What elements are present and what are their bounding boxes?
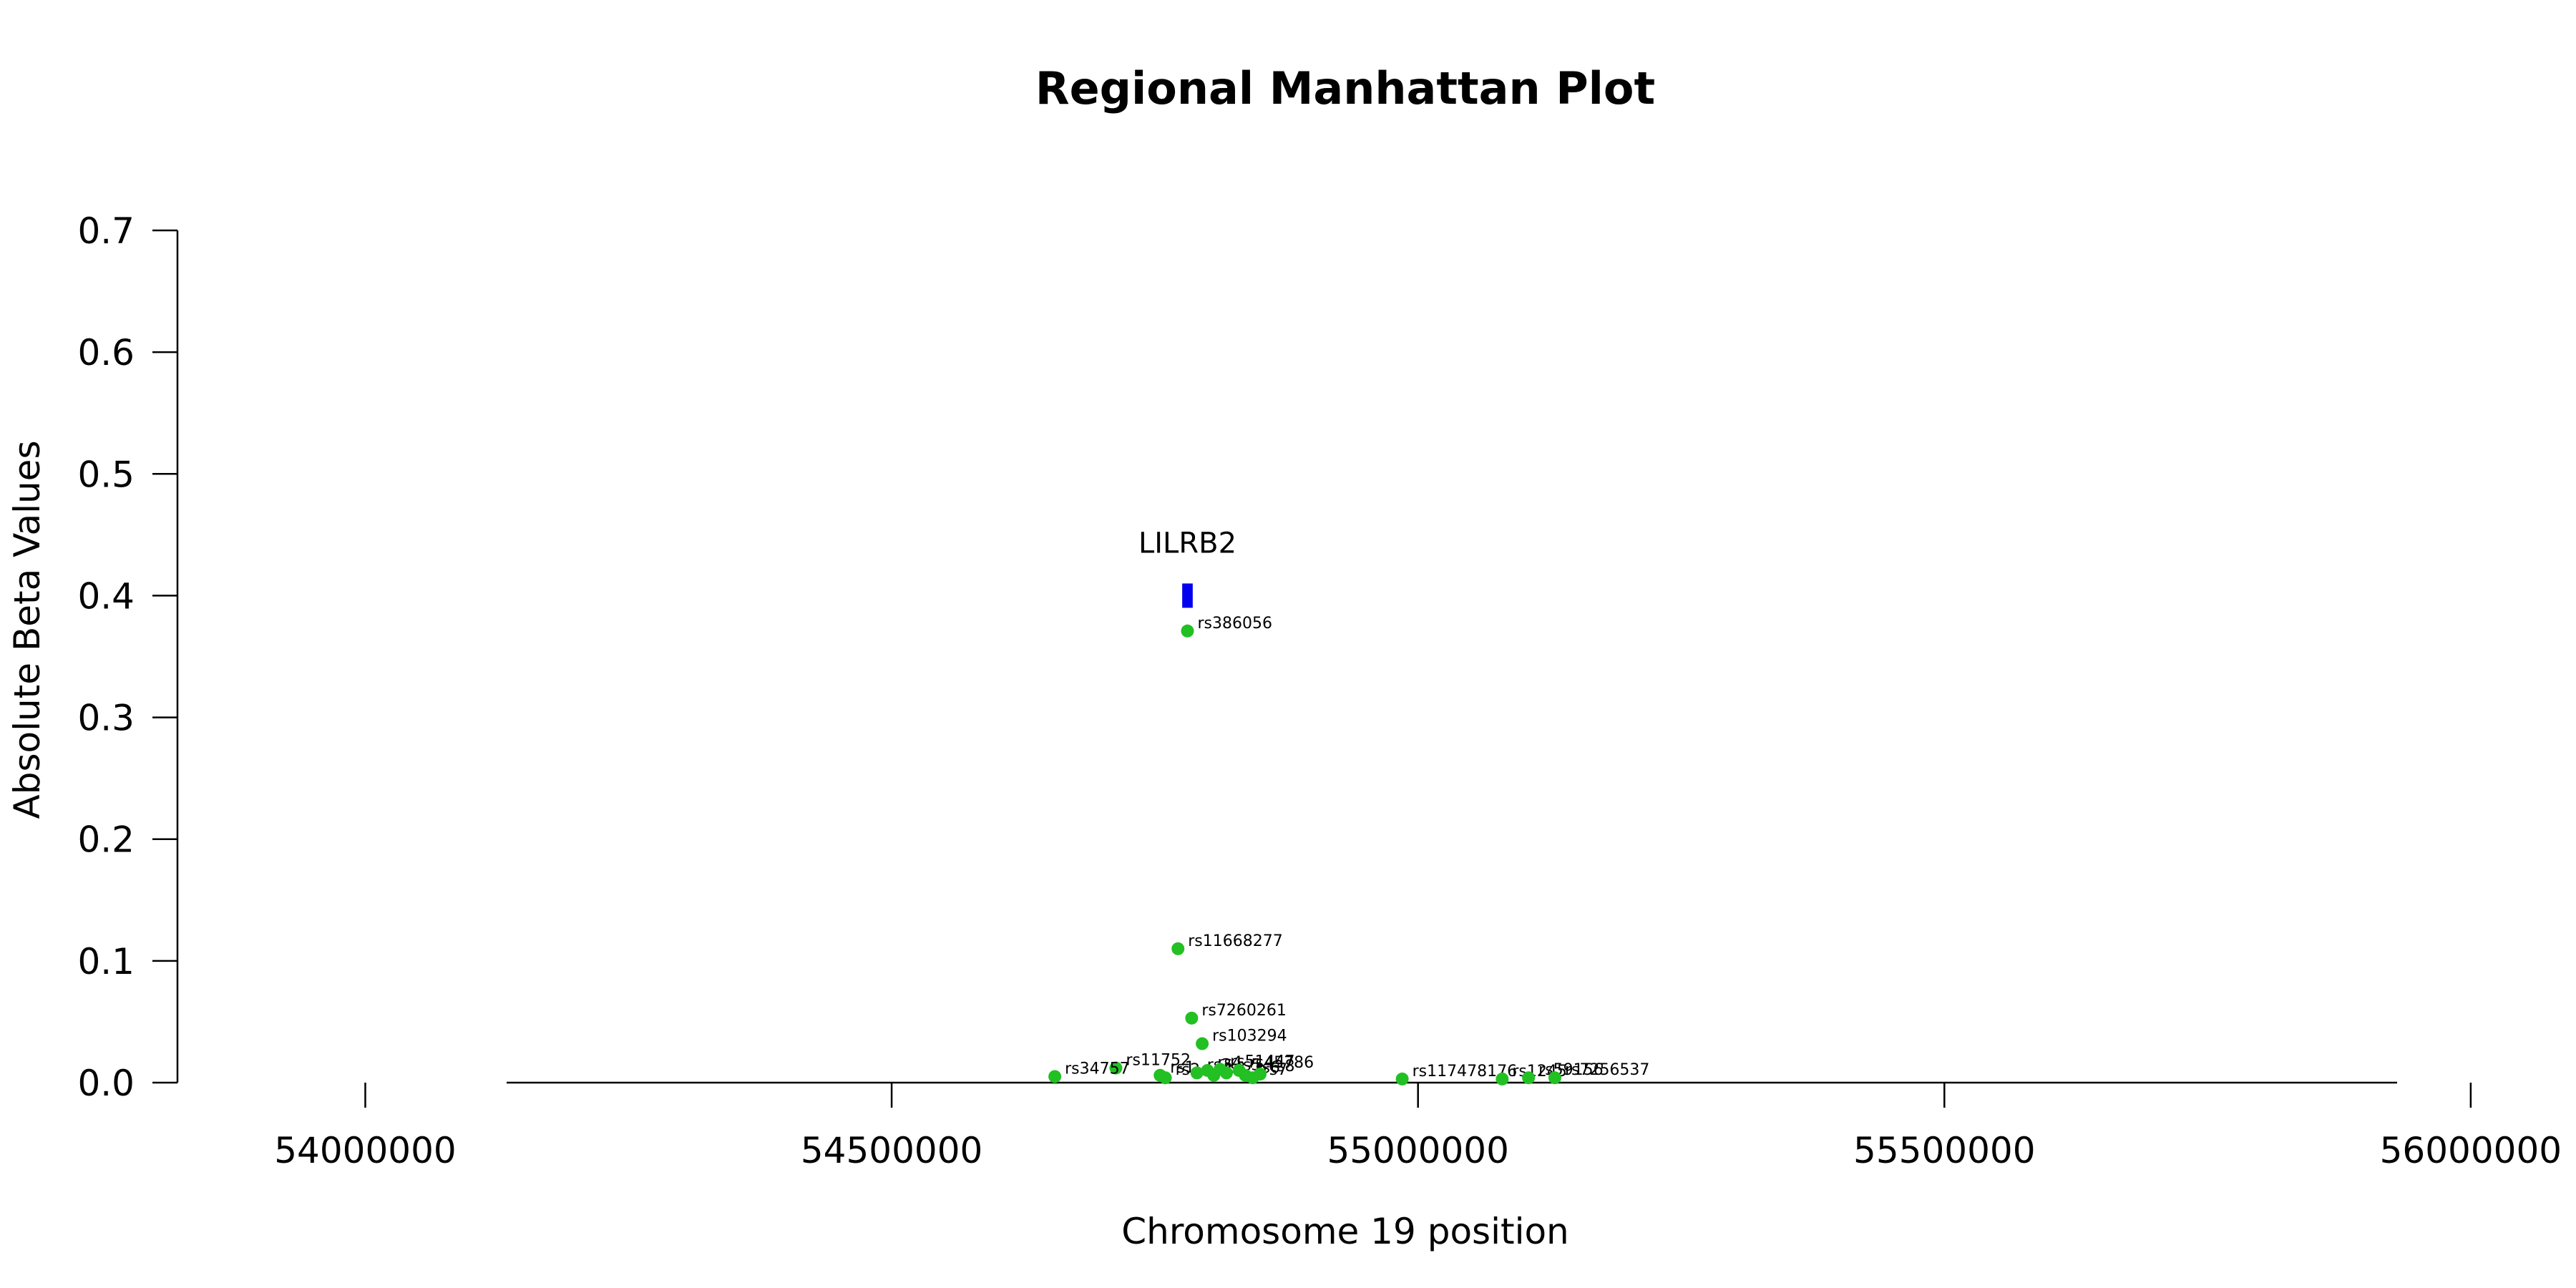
y-tick-label: 0.2 [77, 819, 135, 861]
y-tick-label: 0.7 [77, 210, 135, 252]
snp-label: rs34757 [1065, 1060, 1130, 1078]
gene-layer: LILRB2 [1138, 527, 1236, 608]
y-tick-label: 0.5 [77, 454, 135, 495]
y-tick-label: 0.1 [77, 941, 135, 982]
y-tick-label: 0.4 [77, 575, 135, 617]
y-axis: 0.0 0.1 0.2 0.3 0.4 0.5 0.6 0.7 [77, 210, 179, 1104]
snp-label: rs11668277 [1188, 932, 1282, 950]
y-tick-label: 0.3 [77, 698, 135, 739]
y-tick-label: 0.6 [77, 332, 135, 374]
snp-point [1496, 1072, 1509, 1085]
y-tick-label: 0.0 [77, 1063, 135, 1104]
x-tick-label: 56000000 [2380, 1130, 2562, 1171]
snp-point [1219, 1066, 1233, 1080]
snp-label: rs7260261 [1201, 1002, 1287, 1020]
snp-point [1171, 942, 1185, 955]
snp-point [1048, 1070, 1062, 1083]
snp-point [1254, 1068, 1267, 1081]
snp-point [1181, 624, 1194, 638]
snp-label: rs8 [1270, 1058, 1295, 1075]
snp-point [1548, 1071, 1561, 1085]
snp-point [1196, 1037, 1209, 1050]
x-axis-title: Chromosome 19 position [1121, 1211, 1569, 1252]
snp-point [1190, 1066, 1204, 1080]
points-layer: rs386056 rs11668277 rs7260261 rs103294 rs117… [1048, 615, 1649, 1085]
x-tick-label: 55500000 [1853, 1130, 2036, 1171]
snp-point [1158, 1071, 1172, 1085]
x-tick-label: 54000000 [274, 1130, 457, 1171]
gene-marker [1182, 583, 1193, 608]
x-tick-label: 54500000 [801, 1130, 983, 1171]
snp-label: rs7256537 [1565, 1061, 1650, 1079]
snp-point [1395, 1072, 1409, 1085]
chart-title: Regional Manhattan Plot [1035, 62, 1655, 114]
snp-label: rs11752 [1126, 1052, 1191, 1070]
gene-label: LILRB2 [1138, 527, 1236, 560]
x-axis: 54000000 54500000 55000000 55500000 56000000 [274, 1081, 2562, 1171]
snp-label: rs386056 [1198, 615, 1273, 633]
snp-label: rs103294 [1212, 1028, 1287, 1045]
snp-label: rs7 [1263, 1061, 1288, 1079]
snp-point [1185, 1011, 1199, 1025]
snp-point [1109, 1061, 1123, 1075]
snp-point [1522, 1071, 1536, 1085]
y-axis-title: Absolute Beta Values [6, 441, 48, 819]
x-tick-label: 55000000 [1327, 1130, 1509, 1171]
